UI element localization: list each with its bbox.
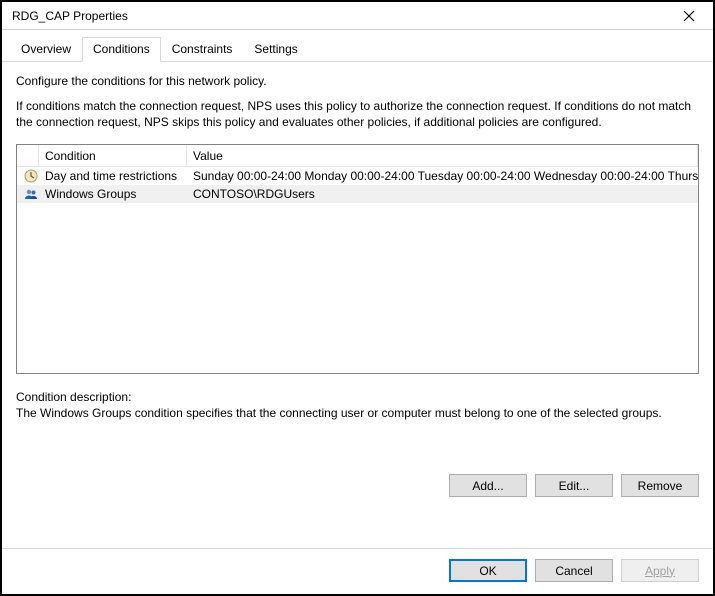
tab-overview[interactable]: Overview	[10, 37, 82, 62]
tab-conditions[interactable]: Conditions	[82, 37, 161, 62]
clock-icon	[17, 168, 39, 184]
dialog-window: RDG_CAP Properties Overview Conditions C…	[0, 0, 715, 596]
title-bar: RDG_CAP Properties	[2, 2, 713, 30]
tab-conditions-label: Conditions	[93, 42, 150, 56]
remove-button[interactable]: Remove	[621, 474, 699, 497]
list-cell-value: CONTOSO\RDGUsers	[187, 187, 698, 201]
description-label: Condition description:	[16, 390, 699, 404]
apply-button[interactable]: Apply	[621, 559, 699, 582]
intro-text-1: Configure the conditions for this networ…	[16, 74, 699, 88]
conditions-listview[interactable]: Condition Value Day and time restriction…	[16, 144, 699, 374]
tab-overview-label: Overview	[21, 42, 71, 56]
intro-text-2: If conditions match the connection reque…	[16, 98, 699, 130]
list-header-condition[interactable]: Condition	[39, 145, 187, 166]
apply-button-label: Apply	[645, 564, 675, 578]
add-button[interactable]: Add...	[449, 474, 527, 497]
window-title: RDG_CAP Properties	[12, 9, 669, 23]
condition-buttons: Add... Edit... Remove	[16, 474, 699, 497]
dialog-buttons: OK Cancel Apply	[2, 548, 713, 594]
list-cell-value: Sunday 00:00-24:00 Monday 00:00-24:00 Tu…	[187, 169, 698, 183]
tab-settings-label: Settings	[254, 42, 297, 56]
tab-strip: Overview Conditions Constraints Settings	[2, 30, 713, 62]
tab-settings[interactable]: Settings	[243, 37, 308, 62]
list-cell-condition: Day and time restrictions	[39, 169, 187, 183]
ok-button[interactable]: OK	[449, 559, 527, 582]
tab-constraints-label: Constraints	[172, 42, 233, 56]
list-row[interactable]: Windows Groups CONTOSO\RDGUsers	[17, 185, 698, 203]
list-header-value[interactable]: Value	[187, 145, 698, 166]
tab-content: Configure the conditions for this networ…	[2, 62, 713, 548]
list-cell-condition: Windows Groups	[39, 187, 187, 201]
edit-button[interactable]: Edit...	[535, 474, 613, 497]
close-icon	[683, 10, 695, 22]
list-header: Condition Value	[17, 145, 698, 167]
cancel-button[interactable]: Cancel	[535, 559, 613, 582]
close-button[interactable]	[669, 3, 709, 29]
description-text: The Windows Groups condition specifies t…	[16, 406, 699, 420]
tab-constraints[interactable]: Constraints	[161, 37, 244, 62]
group-icon	[17, 186, 39, 202]
list-header-icon-col	[17, 145, 39, 166]
list-row[interactable]: Day and time restrictions Sunday 00:00-2…	[17, 167, 698, 185]
